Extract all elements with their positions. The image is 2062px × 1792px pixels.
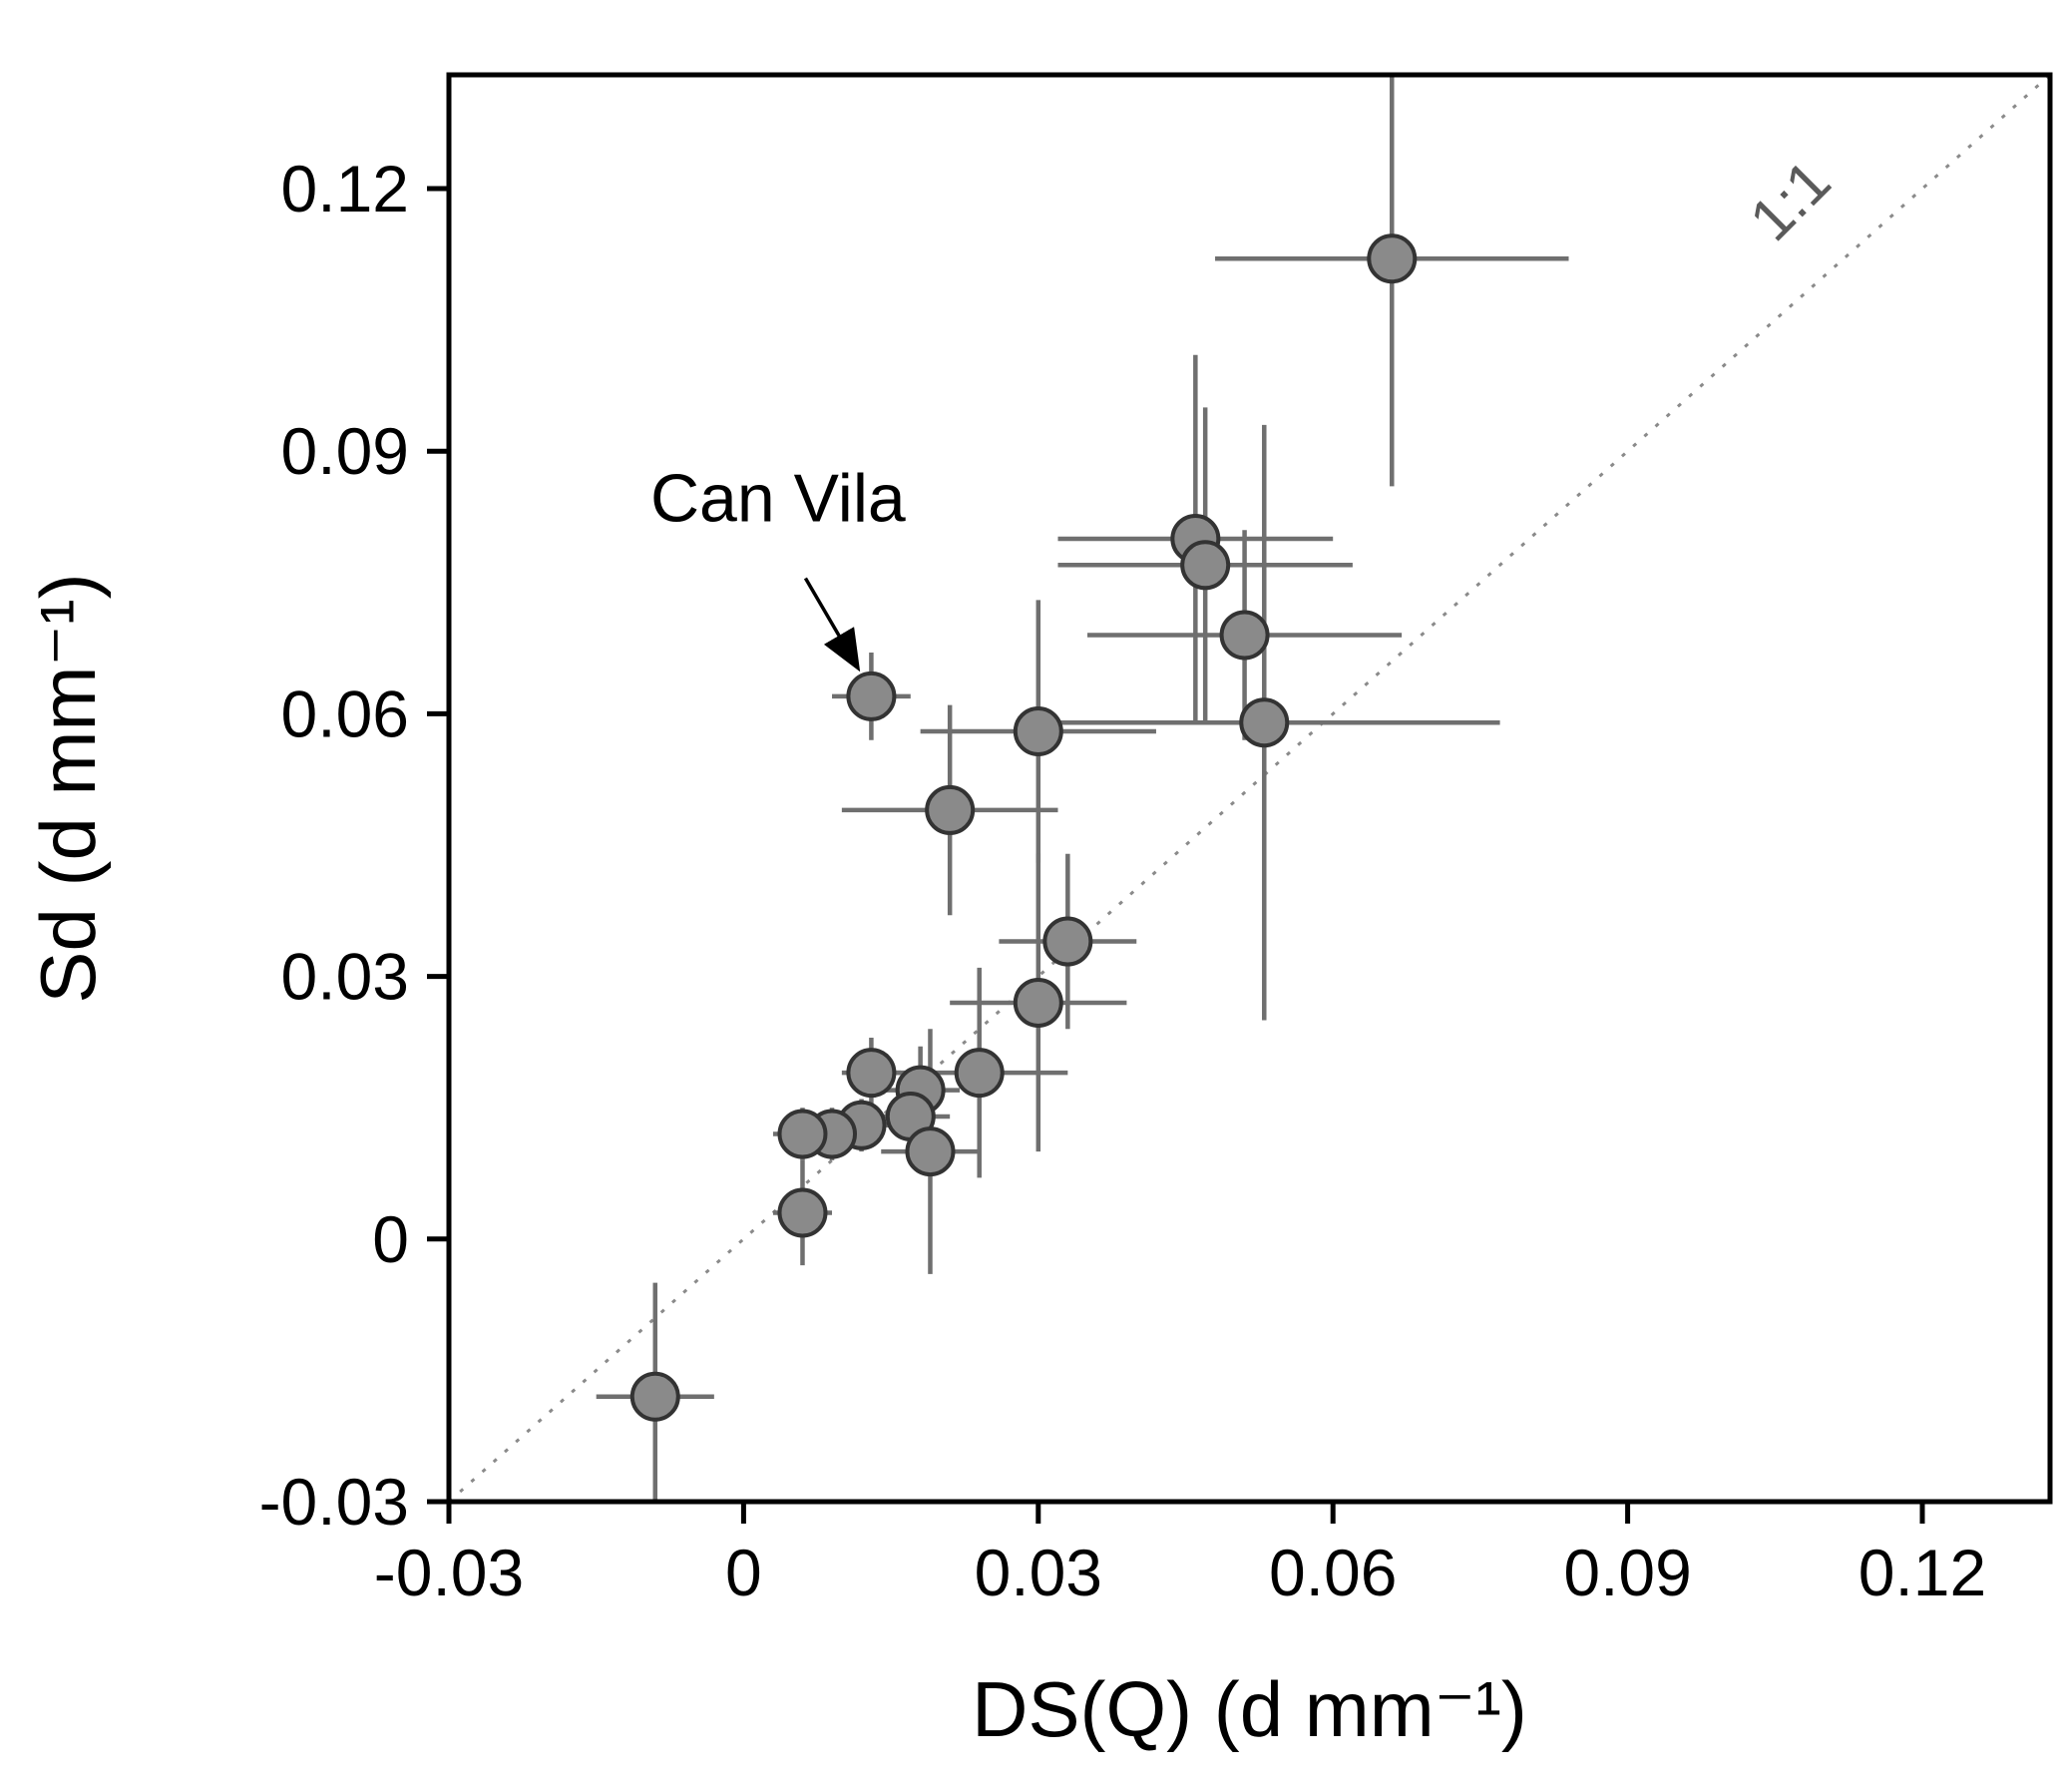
y-axis-title: Sd (d mm⁻¹)	[24, 573, 112, 1003]
can-vila-annotation-label: Can Vila	[650, 460, 906, 536]
y-tick-label: 0.03	[281, 940, 409, 1014]
x-tick-label: 0.12	[1858, 1536, 1986, 1609]
data-point	[1367, 233, 1418, 284]
y-tick-label: 0.06	[281, 676, 409, 750]
data-point	[954, 1048, 1005, 1099]
y-tick-label: 0.12	[281, 152, 409, 225]
data-point	[925, 784, 976, 835]
y-tick-label: -0.03	[259, 1465, 409, 1539]
x-tick-label: 0.09	[1563, 1536, 1691, 1609]
x-axis-title: DS(Q) (d mm⁻¹)	[972, 1665, 1527, 1753]
data-point	[1013, 705, 1063, 756]
data-point	[1239, 697, 1290, 748]
data-point	[1013, 977, 1063, 1028]
plot-border	[446, 72, 2053, 1505]
x-tick-label: 0.06	[1269, 1536, 1397, 1609]
y-tick-label: 0.09	[281, 414, 409, 488]
data-points-group	[629, 233, 1418, 1422]
x-tick-label: -0.03	[374, 1536, 524, 1609]
data-point	[1219, 610, 1270, 661]
data-point	[1042, 916, 1093, 967]
x-tick-label: 0.03	[975, 1536, 1102, 1609]
data-point	[846, 1048, 897, 1099]
data-point	[1180, 540, 1231, 591]
x-tick-label: 0	[725, 1536, 762, 1609]
can-vila-annotation-arrow	[803, 577, 861, 672]
data-point	[905, 1126, 956, 1177]
data-point	[777, 1187, 828, 1238]
data-point	[846, 671, 897, 721]
y-tick-label: 0	[372, 1202, 409, 1276]
data-point	[629, 1371, 680, 1422]
data-point	[777, 1109, 828, 1159]
